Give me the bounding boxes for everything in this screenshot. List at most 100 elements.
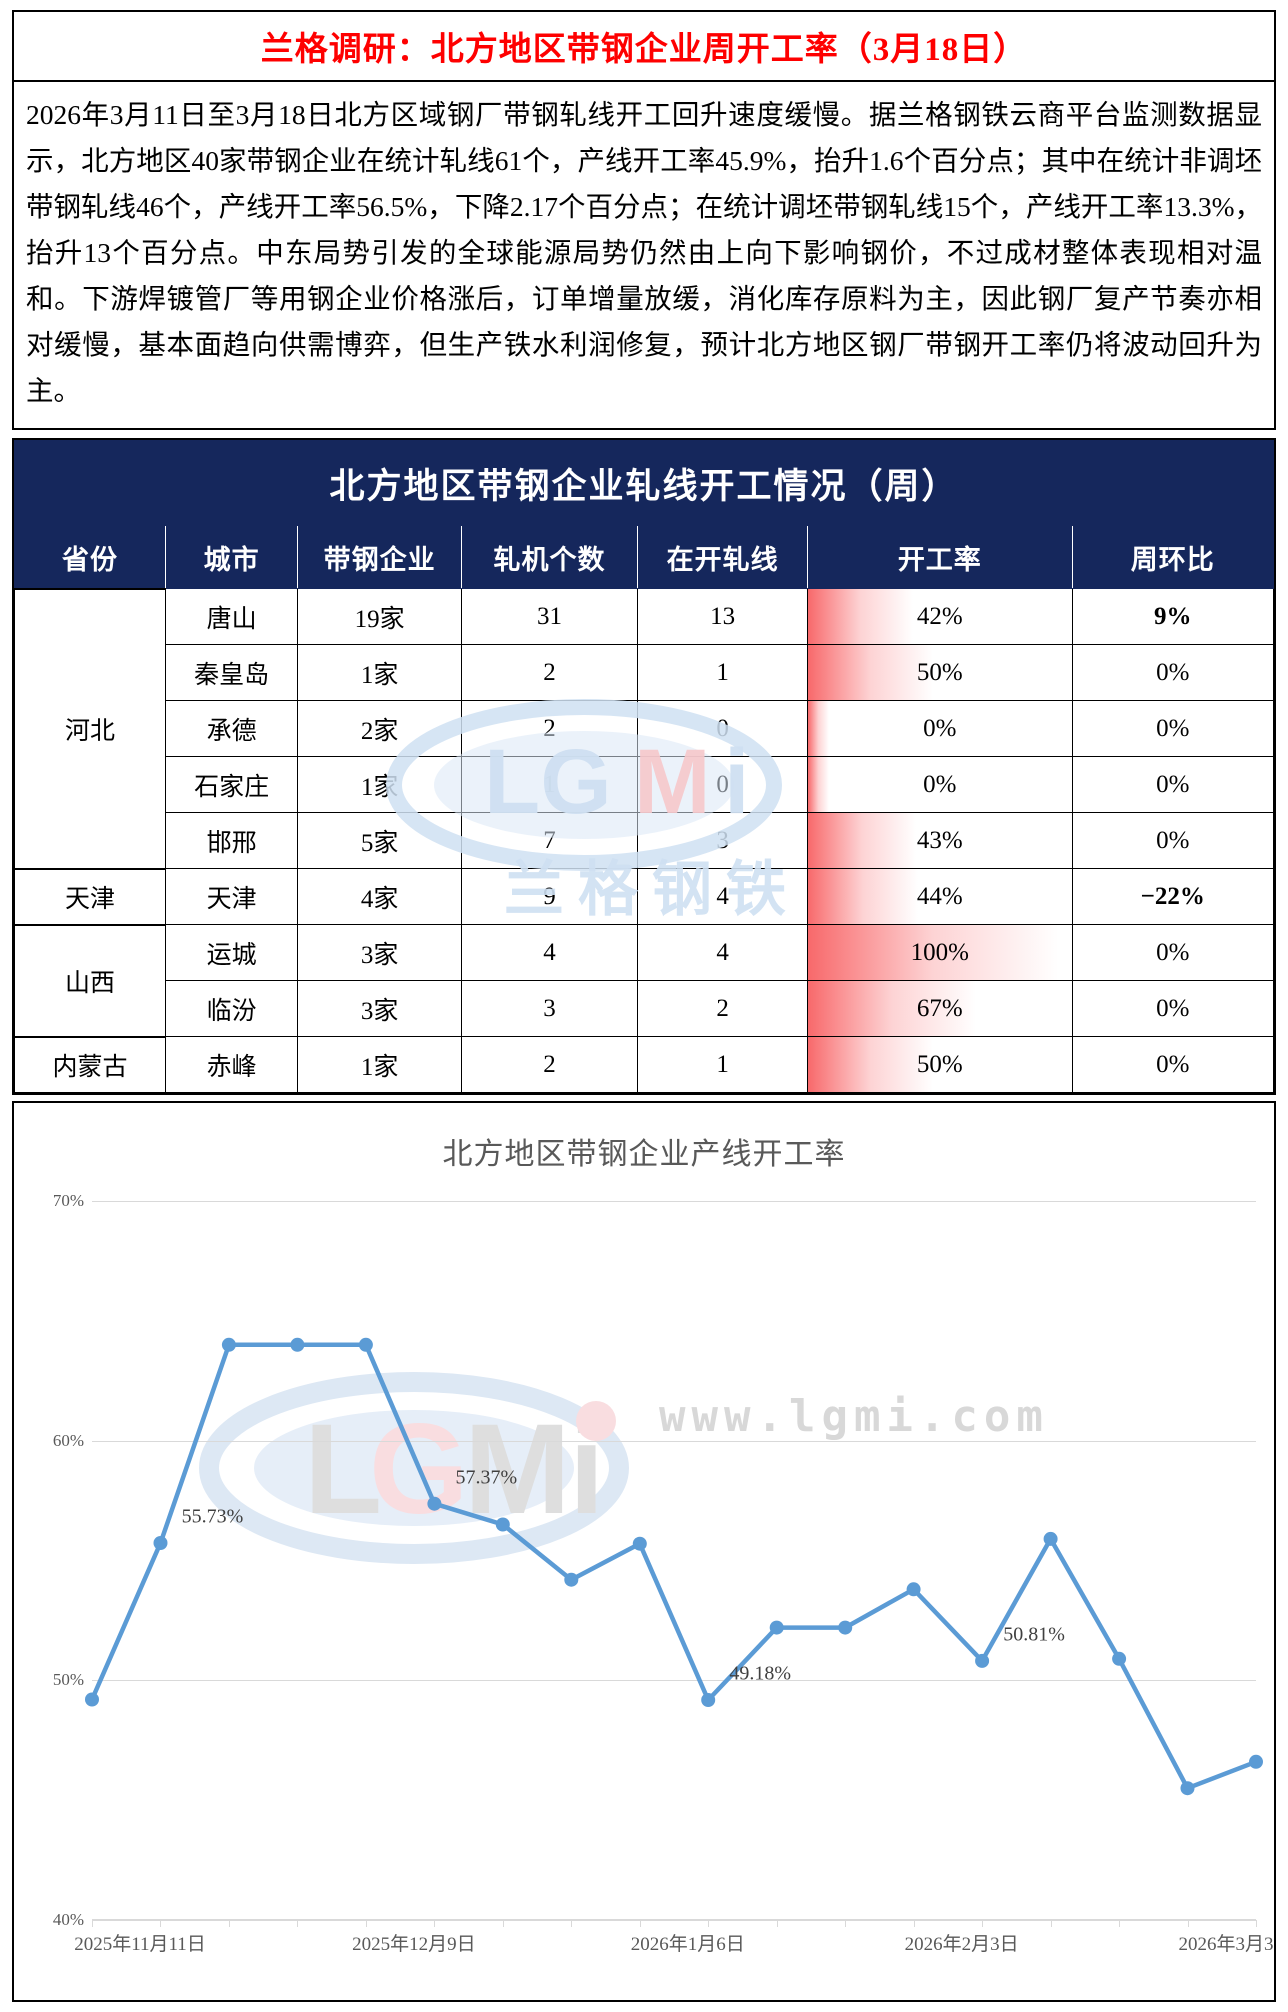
- chart-data-point: [358, 1337, 373, 1352]
- cell-mills: 2: [460, 1036, 639, 1093]
- col-firms: 带钢企业: [297, 526, 462, 589]
- cell-running: 3: [637, 812, 809, 869]
- cell-week-on-week: 0%: [1071, 980, 1274, 1037]
- openrate-table: 省份 城市 带钢企业 轧机个数 在开轧线 开工率 周环比 河北 唐山 19家 31 13…: [13, 526, 1274, 1093]
- cell-running: 1: [637, 1036, 809, 1093]
- chart-gridline: [92, 1201, 1256, 1202]
- table-row: 内蒙古 赤峰 1家 2 1 50% 0%: [13, 1035, 1274, 1093]
- cell-city: 唐山: [165, 588, 299, 645]
- chart-data-point: [632, 1536, 647, 1551]
- chart-y-tick: 60%: [52, 1430, 84, 1450]
- rate-bar-wrapper: 50%: [808, 645, 1071, 700]
- cell-firms: 19家: [297, 588, 462, 645]
- chart-x-label: 2026年2月3日: [904, 1934, 1019, 1955]
- chart-x-tickmark: [639, 1920, 641, 1927]
- chart-title: 北方地区带钢企业产线开工率: [442, 1138, 846, 1171]
- cell-firms: 4家: [297, 868, 462, 925]
- chart-line-series: [85, 1337, 1263, 1796]
- rate-databar: [808, 981, 976, 1036]
- chart-x-tickmark: [297, 1920, 299, 1927]
- article-paragraph: 2026年3月11日至3月18日北方区域钢厂带钢轧线开工回升速度缓慢。据兰格钢铁…: [26, 99, 1262, 406]
- chart-x-label: 2025年12月9日: [352, 1934, 476, 1955]
- chart-x-tickmark: [365, 1920, 367, 1927]
- rate-databar: [808, 813, 916, 868]
- chart-y-tick: 40%: [52, 1910, 84, 1929]
- col-province: 省份: [13, 526, 167, 589]
- cell-mills: 3: [460, 980, 639, 1037]
- col-city: 城市: [165, 526, 299, 589]
- chart-data-point: [1043, 1531, 1058, 1546]
- cell-city: 赤峰: [165, 1036, 299, 1093]
- rate-bar-wrapper: 67%: [808, 981, 1071, 1036]
- cell-mills: 2: [460, 644, 639, 701]
- chart-x-tickmark: [502, 1920, 504, 1927]
- chart-x-label: 2026年3月3日: [1178, 1934, 1274, 1955]
- cell-province: 天津: [13, 867, 167, 925]
- table-body: 河北 唐山 19家 31 13 42% 9% 秦皇岛 1家 2 1 50% 0% 承德 2家 2 0 0% 0% 石家…: [13, 587, 1274, 1093]
- cell-rate: 43%: [807, 812, 1073, 869]
- article-body-box: 2026年3月11日至3月18日北方区域钢厂带钢轧线开工回升速度缓慢。据兰格钢铁…: [12, 82, 1276, 430]
- rate-databar: [808, 645, 934, 700]
- chart-gridline: [92, 1920, 1256, 1921]
- cell-running: 4: [637, 924, 809, 981]
- table-body-wrapper: LG M i 兰格钢铁 省份 城市 带钢企业 轧机个数 在开轧线 开工率 周环比: [13, 526, 1274, 1093]
- chart-y-tick: 50%: [52, 1670, 84, 1690]
- rate-value: 0%: [923, 714, 957, 742]
- chart-x-tickmark: [913, 1920, 915, 1927]
- cell-firms: 1家: [297, 644, 462, 701]
- openrate-table-block: 北方地区带钢企业轧线开工情况（周） LG M i 兰格钢铁 省份 城市: [12, 438, 1276, 1095]
- chart-data-point: [1112, 1651, 1127, 1666]
- table-row: 山西 运城 3家 4 4 100% 0%: [13, 923, 1274, 1037]
- rate-value: 67%: [916, 994, 963, 1022]
- cell-week-on-week: 0%: [1071, 812, 1274, 869]
- table-row: 临汾 3家 3 2 67% 0%: [15, 980, 1274, 1037]
- table-row: 河北 唐山 19家 31 13 42% 9%: [13, 587, 1274, 869]
- cell-mills: 7: [460, 812, 639, 869]
- cell-firms: 3家: [297, 924, 462, 981]
- chart-data-point: [701, 1693, 716, 1707]
- cell-city: 石家庄: [165, 756, 299, 813]
- cell-province: 山西: [13, 923, 167, 1037]
- cell-mills: 4: [460, 924, 639, 981]
- chart-x-tickmark: [1256, 1920, 1257, 1927]
- chart-data-point: [427, 1496, 442, 1511]
- cell-week-on-week: 0%: [1071, 700, 1274, 757]
- cell-rate: 0%: [807, 700, 1073, 757]
- cell-week-on-week: 0%: [1071, 924, 1274, 981]
- chart-data-point: [290, 1337, 305, 1352]
- chart-x-tickmark: [1187, 1920, 1189, 1927]
- table-row: 天津 天津 4家 9 4 44% −22%: [13, 867, 1274, 925]
- chart-point-label: 50.81%: [1003, 1623, 1065, 1646]
- chart-x-tickmark: [160, 1920, 162, 1927]
- cell-week-on-week: −22%: [1071, 868, 1274, 925]
- chart-plot-area: 40% 50% 60% 70% 2025年11月11日 2025年12月9日 2026年1月…: [53, 1191, 1274, 1955]
- cell-rate: 67%: [807, 980, 1073, 1037]
- table-row: 秦皇岛 1家 2 1 50% 0%: [15, 644, 1274, 701]
- chart-data-point: [221, 1337, 236, 1352]
- cell-city: 天津: [165, 868, 299, 925]
- rate-bar-wrapper: 42%: [808, 589, 1071, 644]
- table-banner-title: 北方地区带钢企业轧线开工情况（周）: [14, 440, 1274, 526]
- chart-x-tickmark: [92, 1920, 93, 1927]
- chart-x-tickmark: [434, 1920, 436, 1927]
- cell-running: 0: [637, 756, 809, 813]
- chart-x-tickmark: [776, 1920, 778, 1927]
- cell-rate: 50%: [807, 644, 1073, 701]
- rate-bar-wrapper: 100%: [808, 925, 1071, 980]
- cell-firms: 1家: [297, 1036, 462, 1093]
- cell-rate: 100%: [807, 924, 1073, 981]
- cell-week-on-week: 0%: [1071, 756, 1274, 813]
- cell-week-on-week: 0%: [1071, 644, 1274, 701]
- table-row: 承德 2家 2 0 0% 0%: [15, 700, 1274, 757]
- cell-mills: 31: [460, 588, 639, 645]
- cell-firms: 1家: [297, 756, 462, 813]
- chart-x-tickmark: [845, 1920, 847, 1927]
- chart-x-tickmark: [982, 1920, 984, 1927]
- chart-data-point: [1249, 1754, 1263, 1769]
- rate-databar: [808, 1037, 934, 1092]
- table-header-row: 省份 城市 带钢企业 轧机个数 在开轧线 开工率 周环比: [13, 526, 1274, 589]
- table-head: 省份 城市 带钢企业 轧机个数 在开轧线 开工率 周环比: [13, 526, 1274, 589]
- cell-rate: 44%: [807, 868, 1073, 925]
- rate-value: 44%: [916, 882, 963, 910]
- cell-running: 2: [637, 980, 809, 1037]
